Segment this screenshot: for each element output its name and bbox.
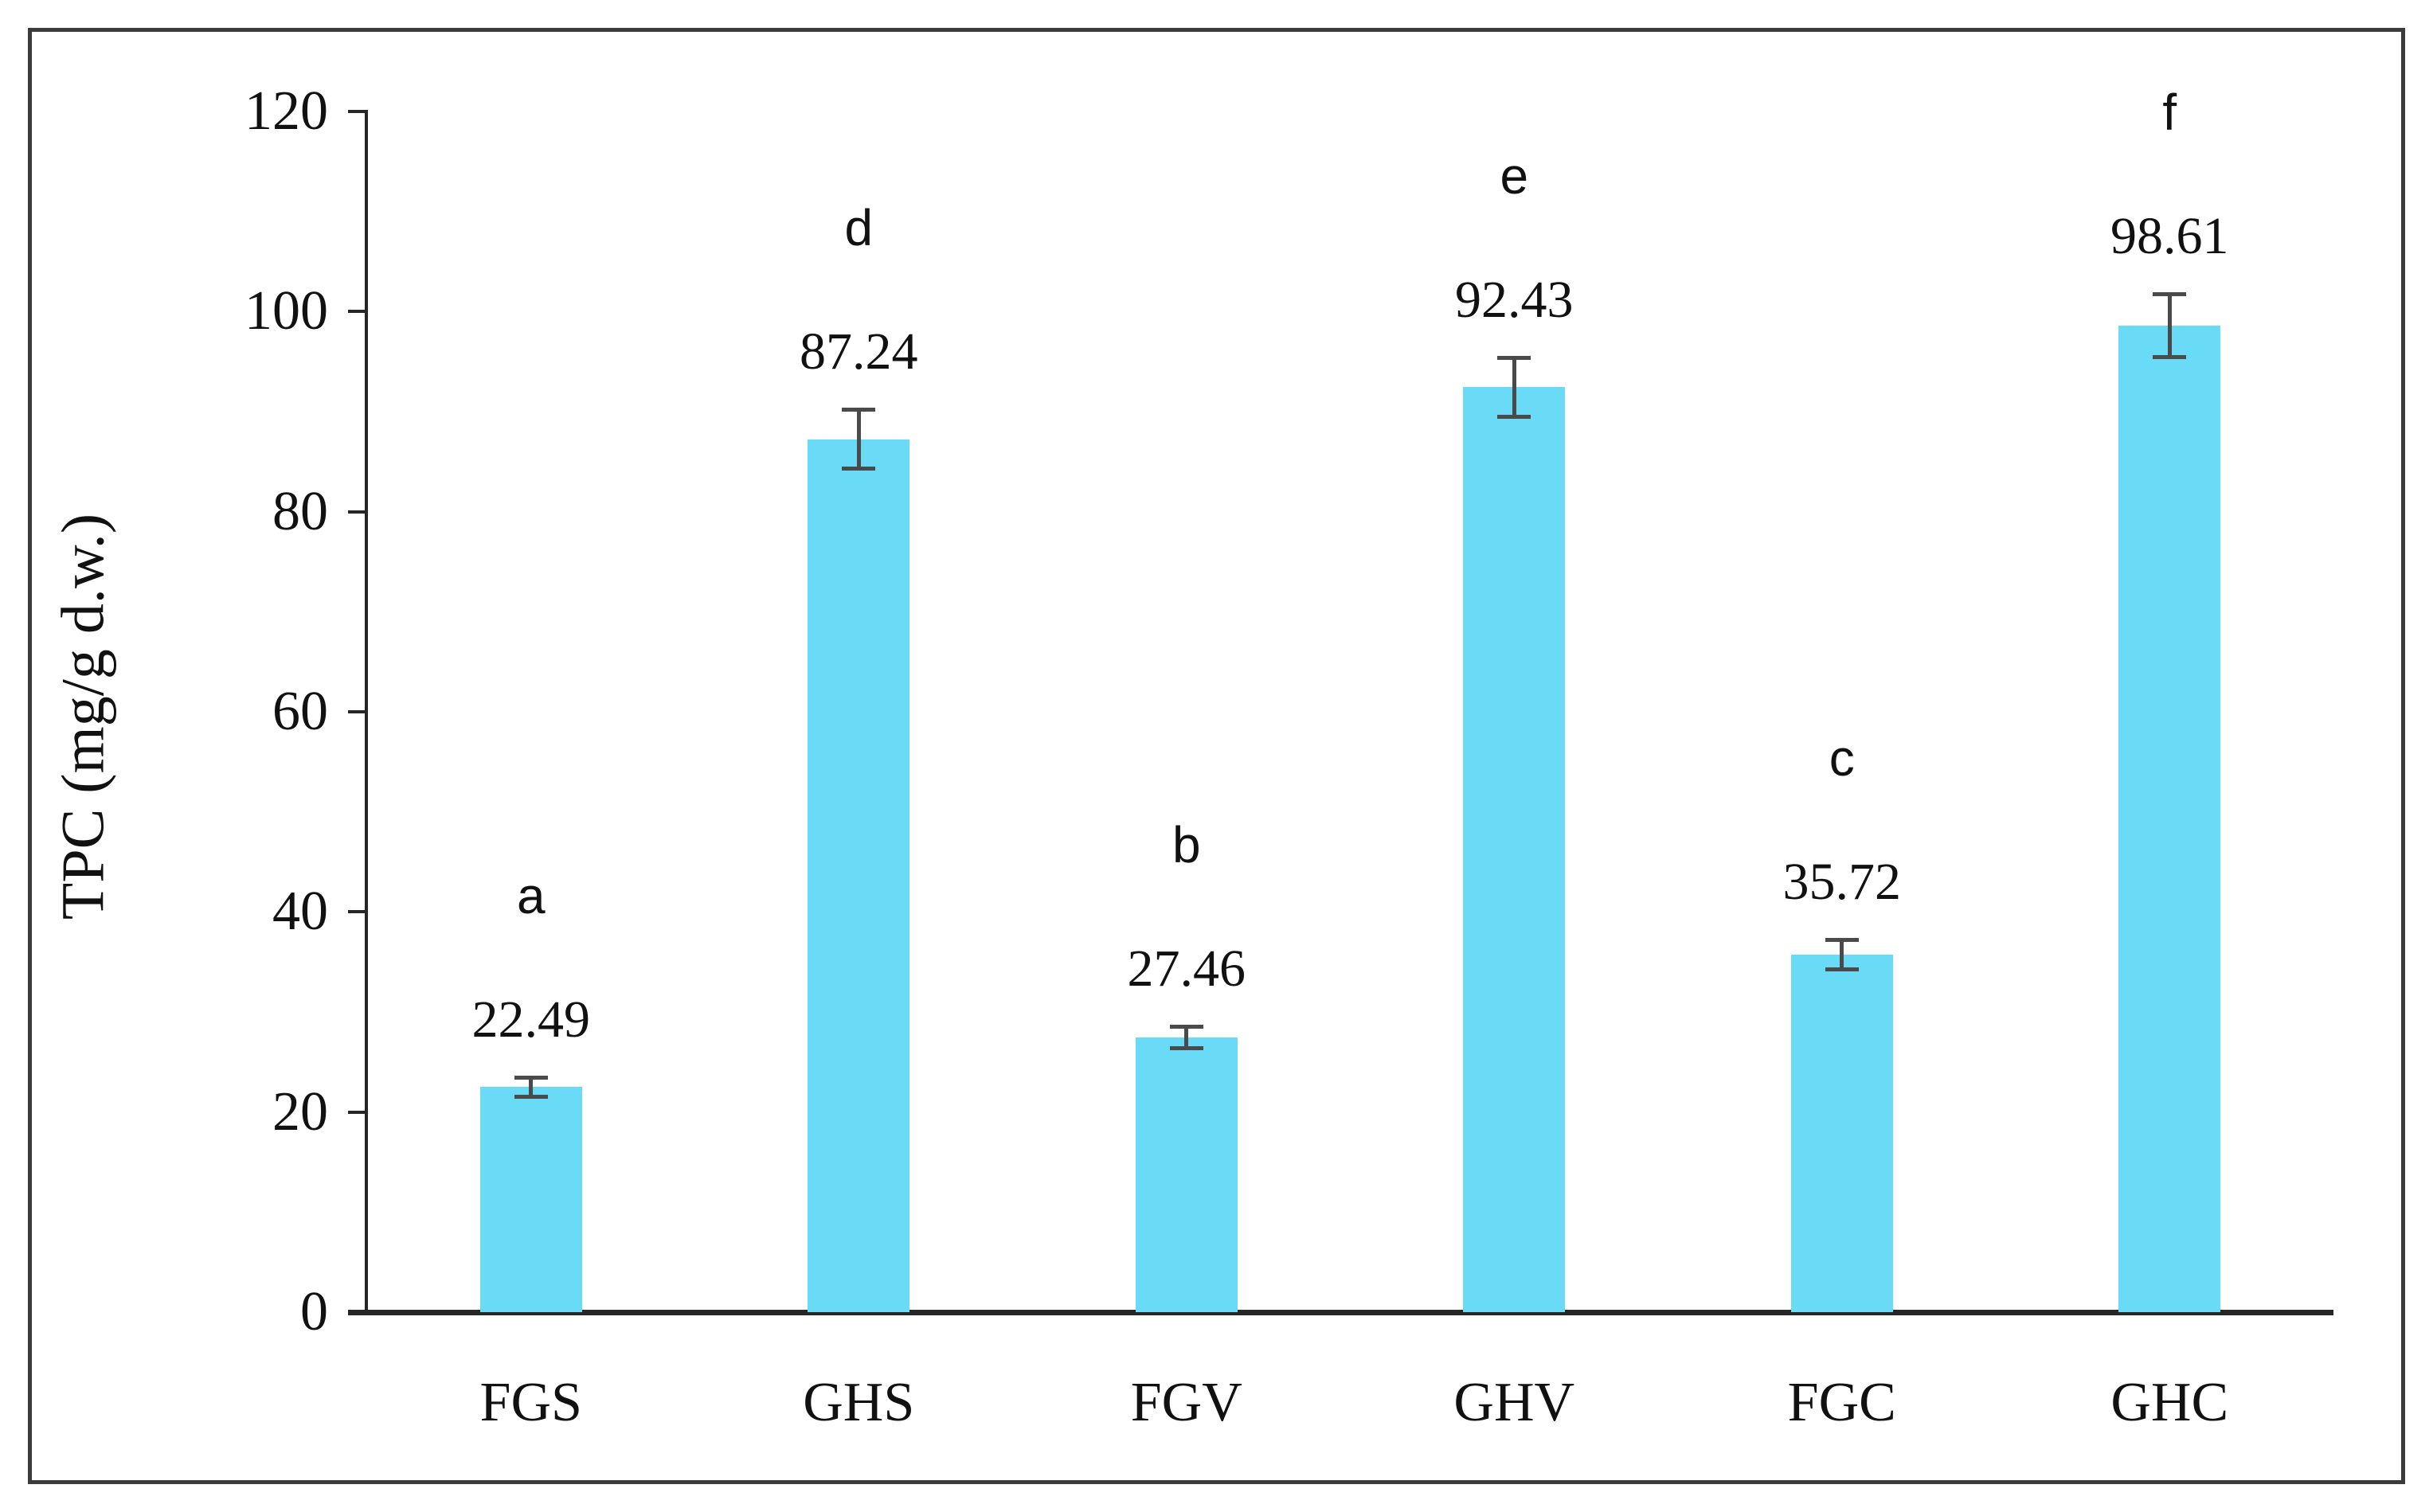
error-cap-top: [1497, 355, 1531, 360]
error-cap-top: [2153, 291, 2187, 296]
sig-letter: b: [1172, 816, 1201, 874]
value-label: 98.61: [2110, 206, 2229, 265]
value-label: 27.46: [1127, 940, 1246, 998]
x-category-label: GHV: [1453, 1372, 1575, 1433]
sig-letter: c: [1829, 729, 1855, 787]
y-tick: [348, 310, 367, 314]
value-label: 87.24: [800, 322, 918, 381]
x-category-label: FGS: [479, 1372, 582, 1433]
y-tick-label: 100: [244, 280, 328, 342]
error-bar: [529, 1076, 534, 1097]
x-category-label: FGC: [1787, 1372, 1896, 1433]
bar-FGC: [1790, 955, 1893, 1312]
x-category-label: GHC: [2110, 1372, 2229, 1433]
y-tick: [348, 110, 367, 113]
y-tick: [348, 1110, 367, 1114]
bar-GHV: [1463, 387, 1566, 1312]
error-bar: [1840, 940, 1844, 970]
value-label: 22.49: [471, 990, 591, 1049]
bar-FGV: [1135, 1037, 1238, 1312]
error-cap-bottom: [842, 467, 876, 471]
value-label: 35.72: [1782, 853, 1902, 912]
error-bar: [1512, 357, 1516, 418]
x-axis-line: [348, 1310, 2333, 1315]
value-label: 92.43: [1455, 270, 1574, 329]
y-axis-title: TPC (mg/g d.w.): [49, 513, 117, 920]
y-tick-label: 0: [300, 1281, 328, 1342]
bar-GHC: [2118, 325, 2221, 1312]
y-tick-label: 40: [272, 881, 328, 943]
bar-GHS: [808, 439, 910, 1312]
sig-letter: e: [1500, 147, 1529, 205]
sig-letter: f: [2162, 83, 2177, 141]
error-cap-top: [514, 1075, 548, 1080]
sig-letter: d: [844, 198, 874, 256]
error-cap-bottom: [1497, 415, 1531, 420]
y-tick: [348, 910, 367, 914]
error-bar: [856, 408, 861, 470]
figure-border: [28, 28, 2405, 1484]
error-cap-bottom: [514, 1094, 548, 1099]
error-bar: [1184, 1026, 1189, 1049]
bar-FGS: [479, 1087, 582, 1312]
error-cap-bottom: [1169, 1045, 1203, 1050]
y-tick-label: 80: [272, 480, 328, 542]
y-tick: [348, 710, 367, 713]
y-tick: [348, 510, 367, 514]
y-tick-label: 20: [272, 1080, 328, 1143]
error-cap-bottom: [1825, 967, 1859, 971]
error-cap-top: [1825, 938, 1859, 943]
error-bar: [2167, 293, 2172, 357]
error-cap-bottom: [2153, 355, 2187, 359]
x-category-label: GHS: [803, 1372, 915, 1433]
error-cap-top: [1169, 1025, 1203, 1029]
x-category-label: FGV: [1130, 1372, 1242, 1433]
error-cap-top: [842, 407, 876, 412]
y-tick-label: 120: [244, 80, 328, 142]
y-axis-line: [365, 110, 368, 1315]
sig-letter: a: [516, 866, 546, 924]
y-tick-label: 60: [272, 681, 328, 742]
